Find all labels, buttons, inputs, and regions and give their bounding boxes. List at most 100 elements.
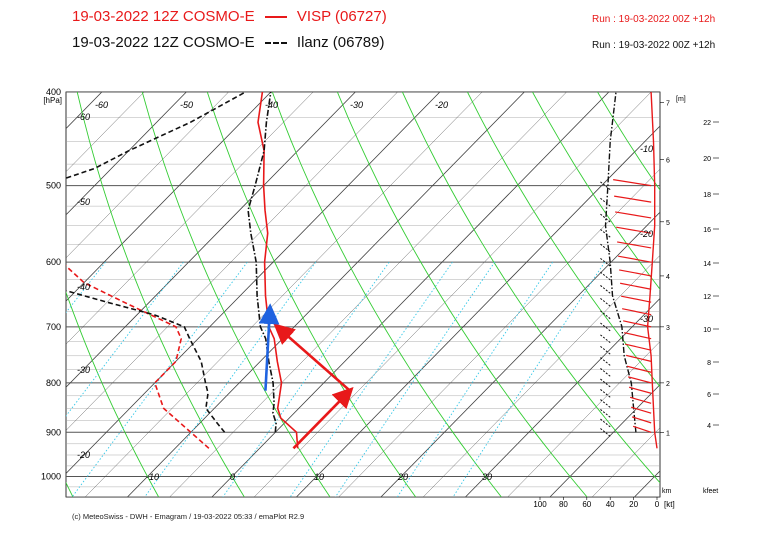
mixing-ratio-line [334,261,496,497]
ilanz-wind-vector [599,334,611,344]
visp-wind-vector [628,386,652,394]
temperature-label-bottom: 20 [397,472,408,482]
kfeet-tick-label: 16 [703,227,711,234]
isotherm-line [549,384,660,497]
height-unit-label: [m] [676,96,686,103]
temperature-label-top: -50 [180,100,193,110]
visp-wind-vector [620,282,652,290]
isotherm-line [0,92,17,497]
wind-speed-tick-label: 60 [582,500,591,509]
km-tick-label: 7 [666,100,670,107]
temperature-label-top: -40 [265,100,278,110]
isotherm-line [423,255,660,497]
kfeet-tick-label: 10 [703,327,711,334]
isotherm-line [677,92,766,497]
km-tick-label: 5 [666,220,670,227]
wind-profiles [599,91,658,449]
km-tick-label: 1 [666,430,670,437]
isotherm-line [254,92,652,497]
ilanz-wind-vector [599,213,611,223]
ilanz-wind-vector [599,181,611,191]
km-tick-label: 3 [666,325,670,332]
ilanz-wind-vector [599,345,611,355]
isotherm-line [85,92,483,497]
grid-lines [0,92,766,497]
parcel-arrows [258,303,354,450]
dry-adiabat [532,92,660,291]
km-tick-label: 4 [666,274,670,281]
pressure-tick-label: 1000 [41,472,61,482]
temperature-label-bottom: 10 [314,472,324,482]
isotherm-line [66,92,145,172]
visp-parcel-arrow [292,386,354,450]
temperature-label-right: -20 [640,229,653,239]
pressure-tick-label: 400 [46,87,61,97]
visp-lift-arrow [273,323,351,392]
run-visp: Run : 19-03-2022 00Z +12h [592,14,716,25]
ilanz-lift-arrow [258,303,280,391]
temperature-label-top: -20 [435,100,448,110]
plot-area [65,91,661,498]
isotherm-line [66,92,187,216]
kfeet-tick-label: 12 [703,294,711,301]
copyright-footer: (c) MeteoSwiss - DWH - Emagram / 19-03-2… [72,512,305,521]
mixing-ratio-line [144,261,317,497]
pressure-tick-label: 900 [46,427,61,437]
visp-wind-vector [615,211,652,219]
title-visp-station: VISP (06727) [296,8,387,25]
mixing-ratio-line [66,261,184,417]
ilanz-wind-vector [599,243,611,253]
wind-speed-tick-label: 40 [606,500,615,509]
temperature-label-left: -20 [77,450,90,460]
visp-wind-vector [626,354,652,362]
temperature-label-top: -60 [95,100,108,110]
visp-wind-vector [631,416,652,424]
temperature-label-left: -40 [77,282,90,292]
isotherm-line [169,92,567,497]
title-visp-date: 19-03-2022 12Z COSMO-E [72,8,255,25]
temperature-label-bottom: -10 [146,472,159,482]
visp-wind-vector [619,269,652,277]
visp-wind-speed [646,91,658,449]
dry-adiabat [336,92,588,497]
temperature-label-right: -30 [640,314,653,324]
visp-wind-vector [613,179,652,187]
isotherm-line [507,341,660,497]
kfeet-unit-label: kfeet [703,488,718,495]
mixing-ratio-line [222,261,390,497]
title-ilanz-station: Ilanz (06789) [296,34,385,51]
visp-wind-vector [617,241,652,249]
dry-adiabat [141,92,331,497]
title-visp: 19-03-2022 12Z COSMO-E VISP (06727) [72,8,387,25]
visp-wind-vector [627,376,652,384]
ilanz-wind-vector [599,418,611,428]
ilanz-wind-vector [599,378,611,388]
visp-wind-vector [624,332,652,340]
dry-adiabat [206,92,417,497]
dry-adiabat [728,92,766,497]
kfeet-tick-label: 14 [703,261,711,268]
ilanz-wind-vector [599,271,611,281]
title-ilanz: 19-03-2022 12Z COSMO-E Ilanz (06789) [72,34,384,51]
ilanz-wind-vector [599,427,611,437]
ilanz-wind-vector [599,310,611,320]
kfeet-tick-label: 6 [707,392,711,399]
ilanz-wind-vector [599,367,611,377]
isotherm-line [380,211,660,497]
series-visp-dewpoint [66,264,210,449]
ilanz-wind-vector [599,356,611,366]
km-unit-label: km [662,488,672,495]
visp-wind-vector [632,425,652,433]
mixing-ratio-line [452,261,606,497]
ilanz-wind-vector [599,197,611,207]
isotherm-line [211,92,610,497]
dry-adiabat [66,291,160,497]
pressure-tick-label: 600 [46,257,61,267]
ilanz-wind-vector [599,322,611,332]
dry-adiabat [66,481,74,497]
isotherm-line [338,168,660,497]
wind-speed-tick-label: 100 [533,500,547,509]
series-ilanz-dewpoint [66,92,246,433]
pressure-tick-label: 800 [46,378,61,388]
ilanz-wind-vector [599,284,611,294]
